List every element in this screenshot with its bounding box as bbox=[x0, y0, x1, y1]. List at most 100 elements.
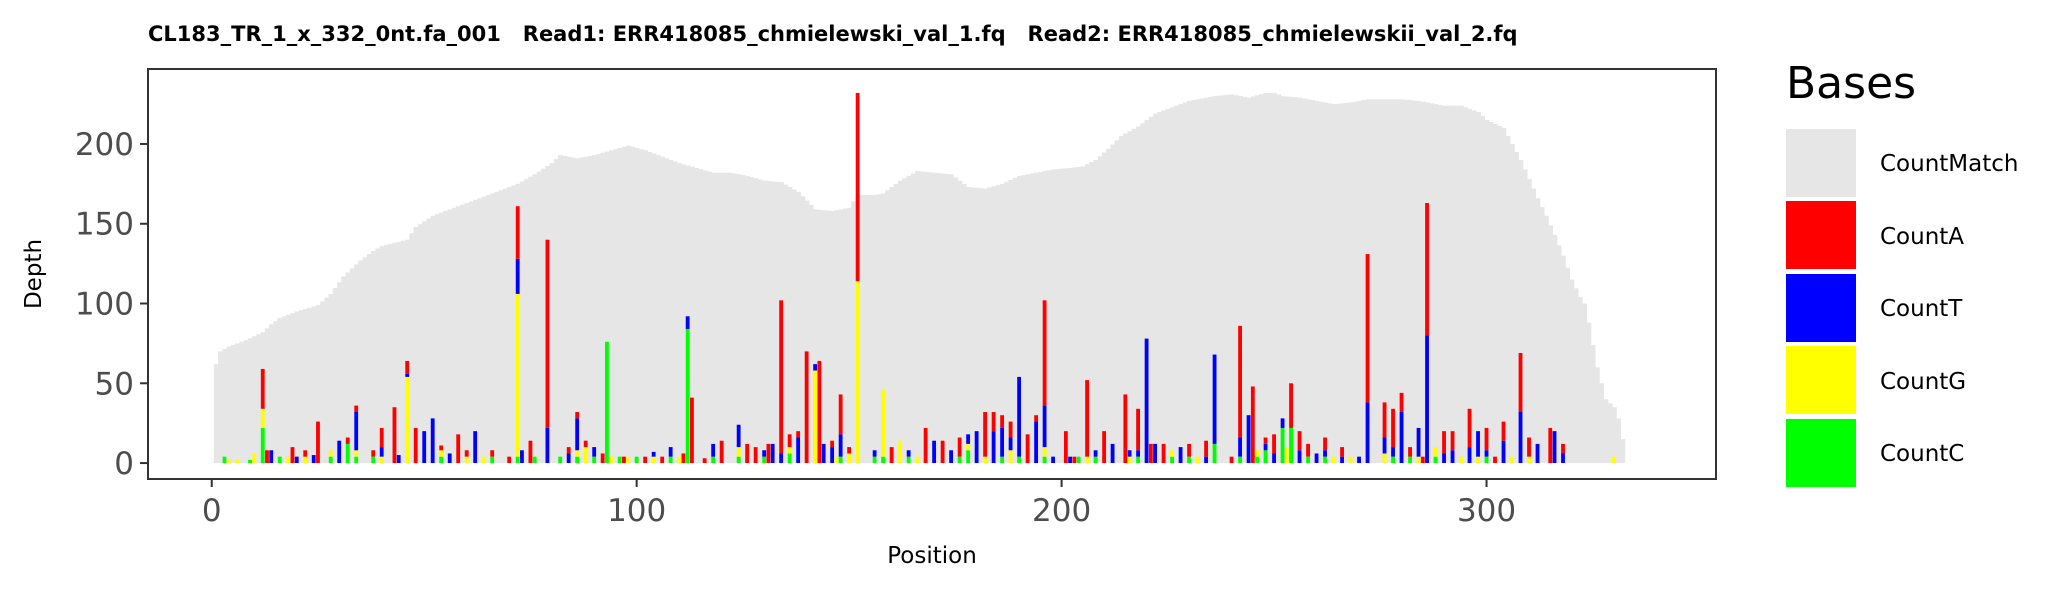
match-bar bbox=[1373, 99, 1379, 464]
mismatch-bar-a bbox=[1161, 443, 1166, 464]
match-bar bbox=[1174, 105, 1180, 464]
match-bar bbox=[1339, 103, 1345, 464]
match-bar bbox=[830, 210, 835, 464]
mismatch-bar-g bbox=[379, 456, 384, 464]
mismatch-bar-c bbox=[222, 456, 227, 464]
match-bar bbox=[583, 156, 589, 464]
mismatch-bar-a bbox=[643, 456, 648, 464]
match-bar bbox=[1429, 103, 1435, 464]
mismatch-bar-a bbox=[1250, 386, 1255, 464]
match-bar bbox=[1203, 97, 1209, 464]
mismatch-bar-g bbox=[439, 450, 444, 457]
match-bar bbox=[1263, 92, 1269, 464]
match-bar bbox=[1101, 152, 1107, 464]
mismatch-bar-t bbox=[473, 431, 478, 464]
mismatch-bar-t bbox=[1153, 443, 1157, 464]
match-bar bbox=[532, 174, 538, 464]
mismatch-bar-t bbox=[1136, 450, 1140, 457]
match-bar bbox=[409, 233, 415, 464]
mismatch-bar-a bbox=[1187, 443, 1191, 457]
legend-label-countg: CountG bbox=[1880, 369, 1966, 395]
mismatch-bar-a bbox=[796, 431, 801, 438]
mismatch-bar-t bbox=[1297, 450, 1302, 464]
match-bar bbox=[1314, 100, 1320, 464]
mismatch-bar-t bbox=[1442, 453, 1446, 464]
mismatch-bar-t bbox=[1042, 405, 1047, 448]
match-bar bbox=[464, 203, 470, 464]
mismatch-bar-g bbox=[736, 447, 741, 457]
mismatch-bar-c bbox=[711, 456, 716, 464]
match-bar bbox=[1110, 144, 1116, 464]
y-axis: 0 50 100 150 200 bbox=[75, 127, 148, 482]
mismatch-bar-c bbox=[1042, 456, 1047, 464]
mismatch-bar-c bbox=[1076, 456, 1081, 464]
match-bar bbox=[1484, 120, 1490, 464]
mismatch-bar-g bbox=[226, 459, 231, 464]
match-bar bbox=[1560, 255, 1566, 464]
match-bar bbox=[910, 173, 916, 464]
mismatch-bar-g bbox=[1510, 456, 1514, 464]
plot-area bbox=[147, 68, 1717, 480]
match-bar bbox=[1106, 148, 1112, 464]
legend-item-countg: CountG bbox=[1786, 346, 1966, 414]
match-bar bbox=[396, 241, 402, 464]
match-bar bbox=[375, 248, 381, 464]
mismatch-bar-t bbox=[1357, 456, 1361, 464]
match-bar bbox=[558, 155, 563, 464]
mismatch-bar-c bbox=[957, 456, 962, 464]
mismatch-bar-t bbox=[520, 450, 524, 464]
match-bar bbox=[536, 171, 542, 464]
match-bar bbox=[689, 166, 695, 464]
mismatch-bar-a bbox=[575, 412, 580, 419]
match-bar bbox=[685, 165, 691, 464]
match-bar bbox=[1518, 159, 1524, 464]
mismatch-bar-a bbox=[392, 407, 397, 464]
match-bar bbox=[485, 195, 491, 464]
mismatch-bar-t bbox=[294, 456, 299, 464]
match-bar bbox=[511, 185, 517, 464]
mismatch-bar-t bbox=[711, 443, 716, 457]
match-bar bbox=[1582, 303, 1587, 464]
mismatch-bar-g bbox=[515, 293, 520, 457]
mismatch-bar-a bbox=[817, 360, 822, 464]
mismatch-bar-a bbox=[1425, 203, 1429, 336]
mismatch-bar-g bbox=[1331, 456, 1336, 464]
mismatch-bar-t bbox=[1450, 450, 1455, 464]
match-bar bbox=[715, 172, 721, 464]
mismatch-bar-a bbox=[1450, 431, 1455, 451]
mismatch-bar-c bbox=[1212, 443, 1217, 464]
mismatch-bar-t bbox=[1008, 437, 1013, 451]
mismatch-bar-c bbox=[906, 456, 911, 464]
match-bar bbox=[541, 168, 546, 464]
mismatch-bar-t bbox=[515, 258, 520, 294]
match-bar bbox=[230, 344, 236, 464]
mismatch-bar-t bbox=[668, 447, 673, 457]
mismatch-bar-a bbox=[1442, 431, 1446, 454]
match-bar bbox=[226, 346, 232, 464]
match-bar bbox=[1152, 113, 1158, 464]
match-bar bbox=[1471, 110, 1477, 464]
match-bar bbox=[1212, 96, 1218, 464]
mismatch-bar-g bbox=[881, 389, 886, 457]
match-bar bbox=[324, 297, 330, 464]
match-bar bbox=[222, 348, 228, 464]
mismatch-bar-t bbox=[405, 373, 410, 377]
match-bar bbox=[1242, 96, 1248, 464]
mismatch-bar-c bbox=[345, 443, 350, 464]
mismatch-bar-g bbox=[609, 456, 614, 464]
match-bar bbox=[252, 336, 257, 464]
mismatch-bar-t bbox=[651, 451, 656, 457]
mismatch-bar-a bbox=[1102, 431, 1107, 464]
match-bar bbox=[872, 195, 878, 464]
mismatch-bar-a bbox=[1365, 254, 1370, 403]
mismatch-bar-a bbox=[1008, 421, 1013, 438]
x-tick-label: 0 bbox=[202, 493, 222, 529]
legend-label-countt: CountT bbox=[1880, 296, 1963, 322]
y-tick-label: 50 bbox=[95, 366, 134, 402]
match-bar bbox=[1433, 104, 1439, 464]
mismatch-bar-t bbox=[779, 453, 784, 464]
match-bar bbox=[1573, 288, 1579, 464]
mismatch-bar-a bbox=[528, 440, 533, 464]
match-bar bbox=[885, 190, 891, 464]
match-bar bbox=[269, 324, 274, 464]
